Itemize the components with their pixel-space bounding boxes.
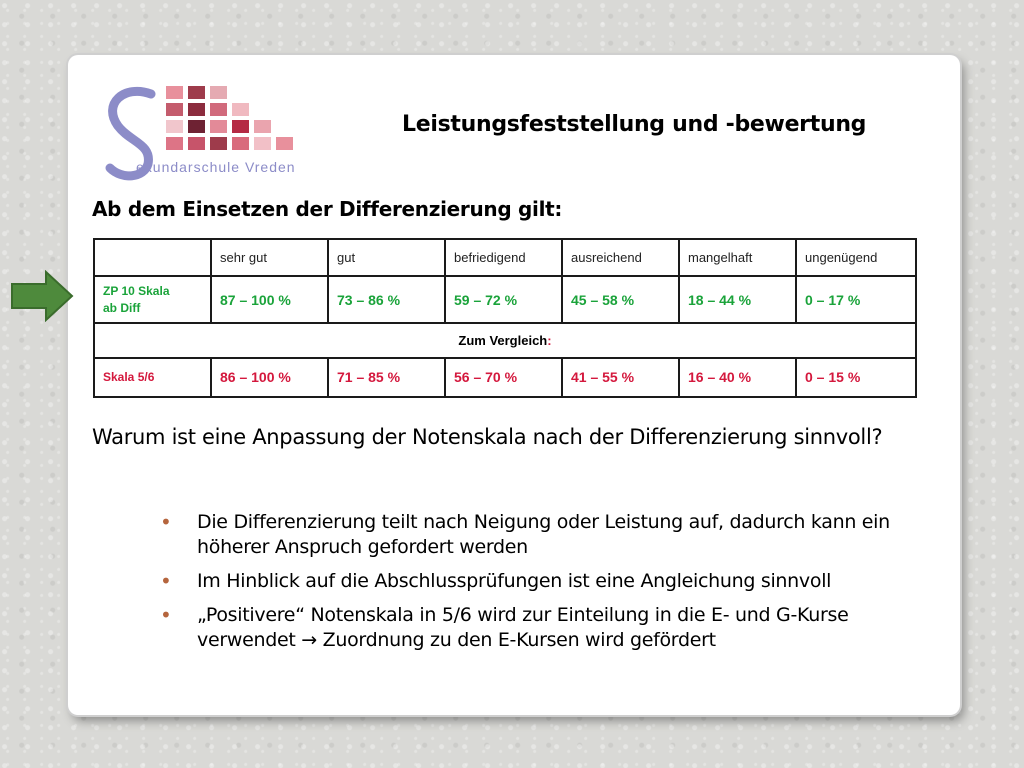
header-cell: ungenügend [795,238,917,277]
right-arrow-icon [11,270,74,322]
list-item-text: „Positivere“ Notenskala in 5/6 wird zur … [197,604,849,651]
table-cell: 56 – 70 % [444,356,563,399]
table-cell: 86 – 100 % [210,356,329,399]
table-cell: 73 – 86 % [327,274,446,325]
row-label-line: ZP 10 Skala [103,283,170,298]
table-row-comparison: Zum Vergleich: [93,322,917,359]
table-cell: 71 – 85 % [327,356,446,399]
row-label-zp10: ZP 10 Skala ab Diff [93,274,212,325]
grade-scale-table: sehr gut gut befriedigend ausreichend ma… [93,238,917,399]
table-cell: 45 – 58 % [561,274,680,325]
header-cell: gut [327,238,446,277]
table-row-skala56: Skala 5/6 86 – 100 % 71 – 85 % 56 – 70 %… [93,356,917,399]
list-item-text: Die Differenzierung teilt nach Neigung o… [197,511,890,558]
school-logo [105,86,293,181]
table-header-row: sehr gut gut befriedigend ausreichend ma… [93,238,917,277]
comparison-colon: : [547,333,552,349]
logo-text: ekundarschule Vreden [136,159,296,175]
header-cell: sehr gut [210,238,329,277]
bullet-list: • Die Differenzierung teilt nach Neigung… [160,510,920,662]
list-item: • Die Differenzierung teilt nach Neigung… [160,510,920,560]
row-label-skala56: Skala 5/6 [93,356,212,399]
list-item: • „Positivere“ Notenskala in 5/6 wird zu… [160,603,920,653]
table-cell: 0 – 17 % [795,274,917,325]
bullet-icon: • [160,569,172,593]
header-cell: ausreichend [561,238,680,277]
section-heading: Ab dem Einsetzen der Differenzierung gil… [92,197,563,221]
table-cell: 87 – 100 % [210,274,329,325]
question-text: Warum ist eine Anpassung der Notenskala … [92,425,883,449]
table-cell: 0 – 15 % [795,356,917,399]
list-item: • Im Hinblick auf die Abschlussprüfungen… [160,569,920,594]
table-row-zp10: ZP 10 Skala ab Diff 87 – 100 % 73 – 86 %… [93,274,917,325]
comparison-label: Zum Vergleich [458,333,548,349]
table-cell: 41 – 55 % [561,356,680,399]
slide-title: Leistungsfeststellung und -bewertung [402,112,867,137]
bullet-icon: • [160,510,172,534]
header-cell-empty [93,238,212,277]
bullet-icon: • [160,603,172,627]
table-cell: 18 – 44 % [678,274,797,325]
table-cell: 16 – 40 % [678,356,797,399]
header-cell: mangelhaft [678,238,797,277]
list-item-text: Im Hinblick auf die Abschlussprüfungen i… [197,570,832,592]
comparison-cell: Zum Vergleich: [93,322,917,359]
table-cell: 59 – 72 % [444,274,563,325]
header-cell: befriedigend [444,238,563,277]
row-label-line: ab Diff [103,300,141,315]
